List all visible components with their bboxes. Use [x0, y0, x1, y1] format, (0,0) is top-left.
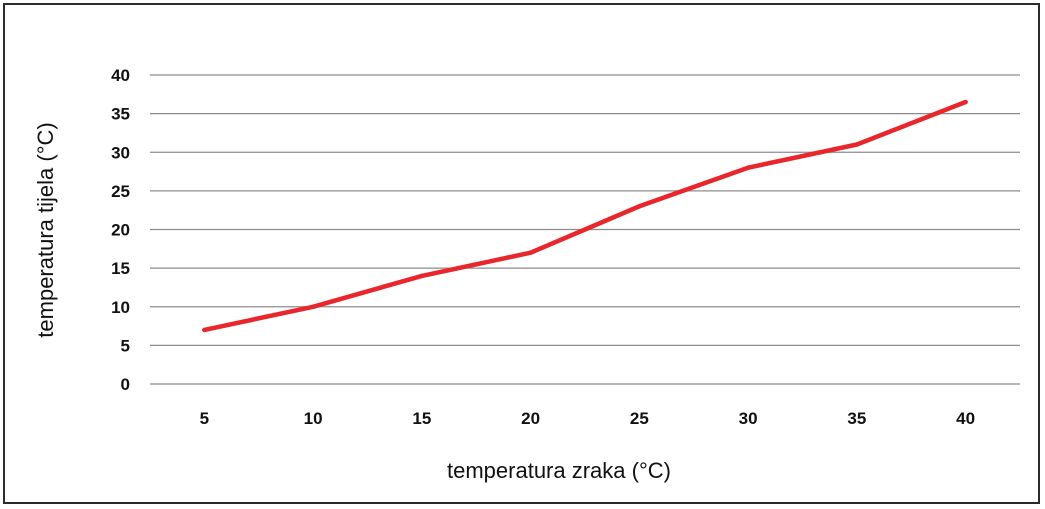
- data-point: [745, 165, 751, 170]
- y-tick-label: 0: [121, 375, 130, 394]
- y-tick-label: 20: [111, 221, 130, 240]
- series-group: [202, 99, 968, 333]
- y-tick-label: 40: [111, 66, 130, 85]
- data-point: [419, 273, 425, 279]
- y-tick-label: 15: [111, 259, 130, 278]
- data-point: [528, 250, 533, 255]
- y-tick-label: 30: [111, 143, 130, 162]
- x-tick-label: 25: [630, 409, 649, 428]
- x-tick-label: 15: [412, 409, 431, 428]
- data-point: [202, 327, 207, 333]
- data-point: [637, 204, 642, 209]
- y-axis-title: temperatura tijela (°C): [33, 122, 58, 337]
- x-tick-label: 5: [200, 409, 209, 428]
- x-tick-label: 30: [739, 409, 758, 428]
- series-line: [202, 99, 968, 333]
- gridlines: [150, 74, 1020, 385]
- x-tick-label: 35: [847, 409, 866, 428]
- data-point: [963, 99, 968, 105]
- y-tick-label: 5: [121, 336, 130, 355]
- x-axis-title: temperatura zraka (°C): [447, 458, 671, 483]
- data-point: [310, 304, 316, 309]
- x-tick-labels: 5 10 15 20 25 30 35 40: [200, 409, 975, 428]
- y-tick-label: 10: [111, 298, 130, 317]
- x-tick-label: 10: [304, 409, 323, 428]
- y-tick-labels: 0 5 10 15 20 25 30 35 40: [111, 66, 130, 394]
- data-point: [854, 142, 860, 147]
- x-tick-label: 40: [956, 409, 975, 428]
- y-tick-label: 25: [111, 182, 130, 201]
- y-tick-label: 35: [111, 105, 130, 124]
- x-tick-label: 20: [521, 409, 540, 428]
